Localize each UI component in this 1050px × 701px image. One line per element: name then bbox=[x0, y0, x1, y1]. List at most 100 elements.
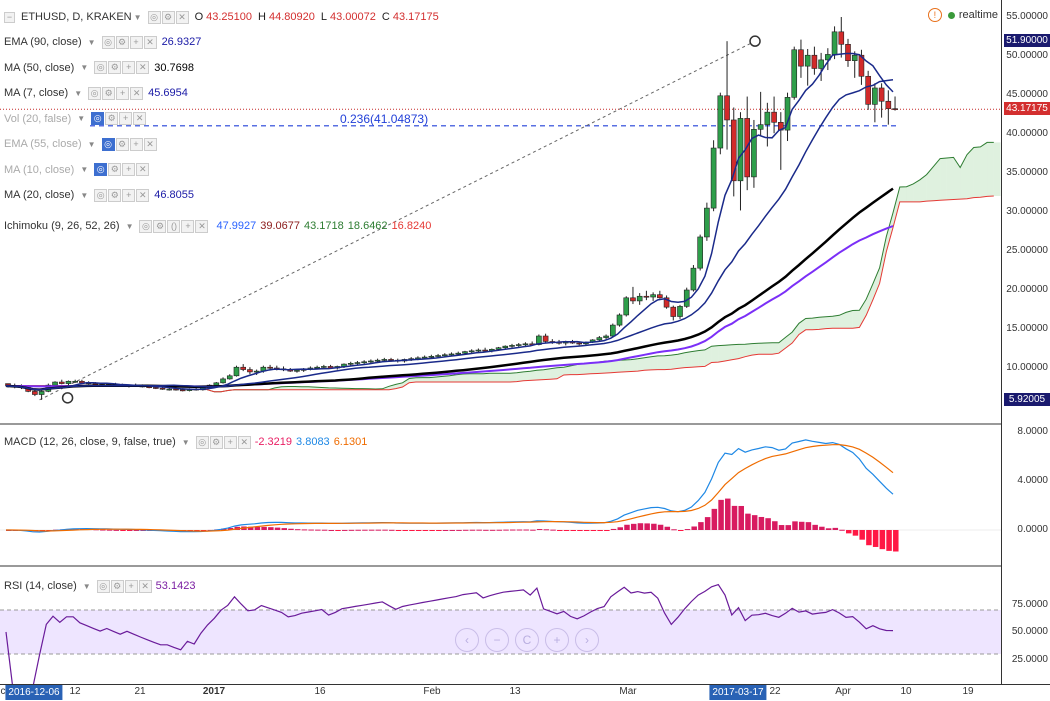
dropdown-icon[interactable]: ▼ bbox=[74, 89, 82, 98]
dropdown-icon[interactable]: ▼ bbox=[80, 191, 88, 200]
macd-histogram-bar bbox=[638, 523, 644, 530]
ichimoku-cloud-segment bbox=[987, 142, 994, 196]
ichimoku-cloud-segment bbox=[940, 158, 947, 200]
ichimoku-cloud-segment bbox=[651, 356, 658, 370]
indicator-legend-row: Vol (20, false) ▼ ◎⚙+✕ bbox=[0, 111, 147, 127]
eye-icon[interactable]: ◎ bbox=[94, 163, 107, 176]
settings-icon[interactable]: ⚙ bbox=[116, 36, 129, 49]
eye-icon[interactable]: ◎ bbox=[97, 580, 110, 593]
close-icon[interactable]: ✕ bbox=[136, 189, 149, 202]
ichimoku-cloud-segment bbox=[530, 370, 537, 380]
rsi-name[interactable]: RSI (14, close) bbox=[4, 580, 77, 592]
ichimoku-name[interactable]: Ichimoku (9, 26, 52, 26) bbox=[4, 220, 120, 232]
add-icon[interactable]: + bbox=[130, 36, 143, 49]
zoom-in-icon[interactable]: + bbox=[545, 628, 569, 652]
dropdown-icon[interactable]: ▼ bbox=[80, 63, 88, 72]
dropdown-icon[interactable]: ▼ bbox=[77, 114, 85, 123]
indicator-name[interactable]: MA (50, close) bbox=[4, 62, 74, 74]
settings-icon[interactable]: ⚙ bbox=[111, 580, 124, 593]
ichimoku-cloud-segment bbox=[806, 318, 813, 330]
add-icon[interactable]: + bbox=[119, 112, 132, 125]
close-icon[interactable]: ✕ bbox=[144, 138, 157, 151]
settings-icon[interactable]: ⚙ bbox=[108, 189, 121, 202]
close-icon[interactable]: ✕ bbox=[136, 163, 149, 176]
eye-icon[interactable]: ◎ bbox=[102, 138, 115, 151]
indicator-value: 45.6954 bbox=[148, 87, 188, 99]
settings-icon[interactable]: ⚙ bbox=[105, 112, 118, 125]
close-icon[interactable]: ✕ bbox=[130, 87, 143, 100]
close-icon[interactable]: ✕ bbox=[144, 36, 157, 49]
candle-body bbox=[268, 367, 273, 368]
settings-icon[interactable]: ⚙ bbox=[116, 138, 129, 151]
ichimoku-cloud-segment bbox=[691, 351, 698, 368]
close-icon[interactable]: ✕ bbox=[195, 220, 208, 233]
indicator-name[interactable]: EMA (55, close) bbox=[4, 138, 82, 150]
dropdown-icon[interactable]: ▼ bbox=[88, 140, 96, 149]
macd-name[interactable]: MACD (12, 26, close, 9, false, true) bbox=[4, 436, 176, 448]
time-tag-start: 2016-12-06 bbox=[5, 685, 62, 700]
macd-histogram-bar bbox=[712, 509, 718, 530]
source-icon[interactable]: () bbox=[167, 220, 180, 233]
eye-icon[interactable]: ◎ bbox=[88, 87, 101, 100]
settings-icon[interactable]: ⚙ bbox=[108, 61, 121, 74]
eye-icon[interactable]: ◎ bbox=[94, 61, 107, 74]
close-icon[interactable]: ✕ bbox=[136, 61, 149, 74]
zoom-out-icon[interactable]: − bbox=[485, 628, 509, 652]
add-icon[interactable]: + bbox=[122, 189, 135, 202]
settings-icon[interactable]: ⚙ bbox=[210, 436, 223, 449]
dropdown-icon[interactable]: ▼ bbox=[83, 582, 91, 591]
add-icon[interactable]: + bbox=[181, 220, 194, 233]
dropdown-icon[interactable]: ▼ bbox=[88, 38, 96, 47]
scroll-right-icon[interactable]: › bbox=[575, 628, 599, 652]
scroll-left-icon[interactable]: ‹ bbox=[455, 628, 479, 652]
close-icon[interactable]: ✕ bbox=[139, 580, 152, 593]
trend-anchor-low bbox=[63, 393, 73, 403]
settings-icon[interactable]: ⚙ bbox=[153, 220, 166, 233]
close-icon[interactable]: ✕ bbox=[176, 11, 189, 24]
realtime-indicator: ! realtime bbox=[928, 8, 998, 22]
eye-icon[interactable]: ◎ bbox=[148, 11, 161, 24]
collapse-icon[interactable]: − bbox=[4, 12, 15, 23]
dropdown-icon[interactable]: ▼ bbox=[126, 222, 134, 231]
add-icon[interactable]: + bbox=[122, 61, 135, 74]
macd-histogram-bar bbox=[396, 530, 402, 531]
dropdown-icon[interactable]: ▼ bbox=[80, 165, 88, 174]
eye-icon[interactable]: ◎ bbox=[91, 112, 104, 125]
add-icon[interactable]: + bbox=[116, 87, 129, 100]
eye-icon[interactable]: ◎ bbox=[139, 220, 152, 233]
settings-icon[interactable]: ⚙ bbox=[102, 87, 115, 100]
indicator-name[interactable]: MA (10, close) bbox=[4, 164, 74, 176]
eye-icon[interactable]: ◎ bbox=[196, 436, 209, 449]
ichimoku-cloud-segment bbox=[792, 323, 799, 343]
candle-body bbox=[617, 315, 622, 325]
add-icon[interactable]: + bbox=[224, 436, 237, 449]
add-icon[interactable]: + bbox=[130, 138, 143, 151]
eye-icon[interactable]: ◎ bbox=[94, 189, 107, 202]
eye-icon[interactable]: ◎ bbox=[102, 36, 115, 49]
indicator-name[interactable]: EMA (90, close) bbox=[4, 36, 82, 48]
close-icon[interactable]: ✕ bbox=[133, 112, 146, 125]
candle-body bbox=[637, 296, 642, 301]
reset-icon[interactable]: C bbox=[515, 628, 539, 652]
symbol-title[interactable]: ETHUSD, D, KRAKEN bbox=[21, 11, 132, 23]
dropdown-icon[interactable]: ▼ bbox=[182, 438, 190, 447]
low-value: 43.00072 bbox=[330, 11, 376, 23]
add-icon[interactable]: + bbox=[122, 163, 135, 176]
close-icon[interactable]: ✕ bbox=[238, 436, 251, 449]
indicator-name[interactable]: MA (20, close) bbox=[4, 189, 74, 201]
macd-histogram-bar bbox=[255, 527, 261, 530]
indicator-name[interactable]: MA (7, close) bbox=[4, 87, 68, 99]
settings-icon[interactable]: ⚙ bbox=[108, 163, 121, 176]
candle-body bbox=[66, 381, 71, 383]
macd-histogram-bar bbox=[355, 530, 361, 531]
symbol-dropdown-icon[interactable]: ▼ bbox=[134, 13, 142, 22]
indicator-name[interactable]: Vol (20, false) bbox=[4, 113, 71, 125]
clock-icon[interactable]: ! bbox=[928, 8, 942, 22]
ichimoku-cloud-segment bbox=[577, 364, 584, 375]
settings-icon[interactable]: ⚙ bbox=[162, 11, 175, 24]
add-icon[interactable]: + bbox=[125, 580, 138, 593]
